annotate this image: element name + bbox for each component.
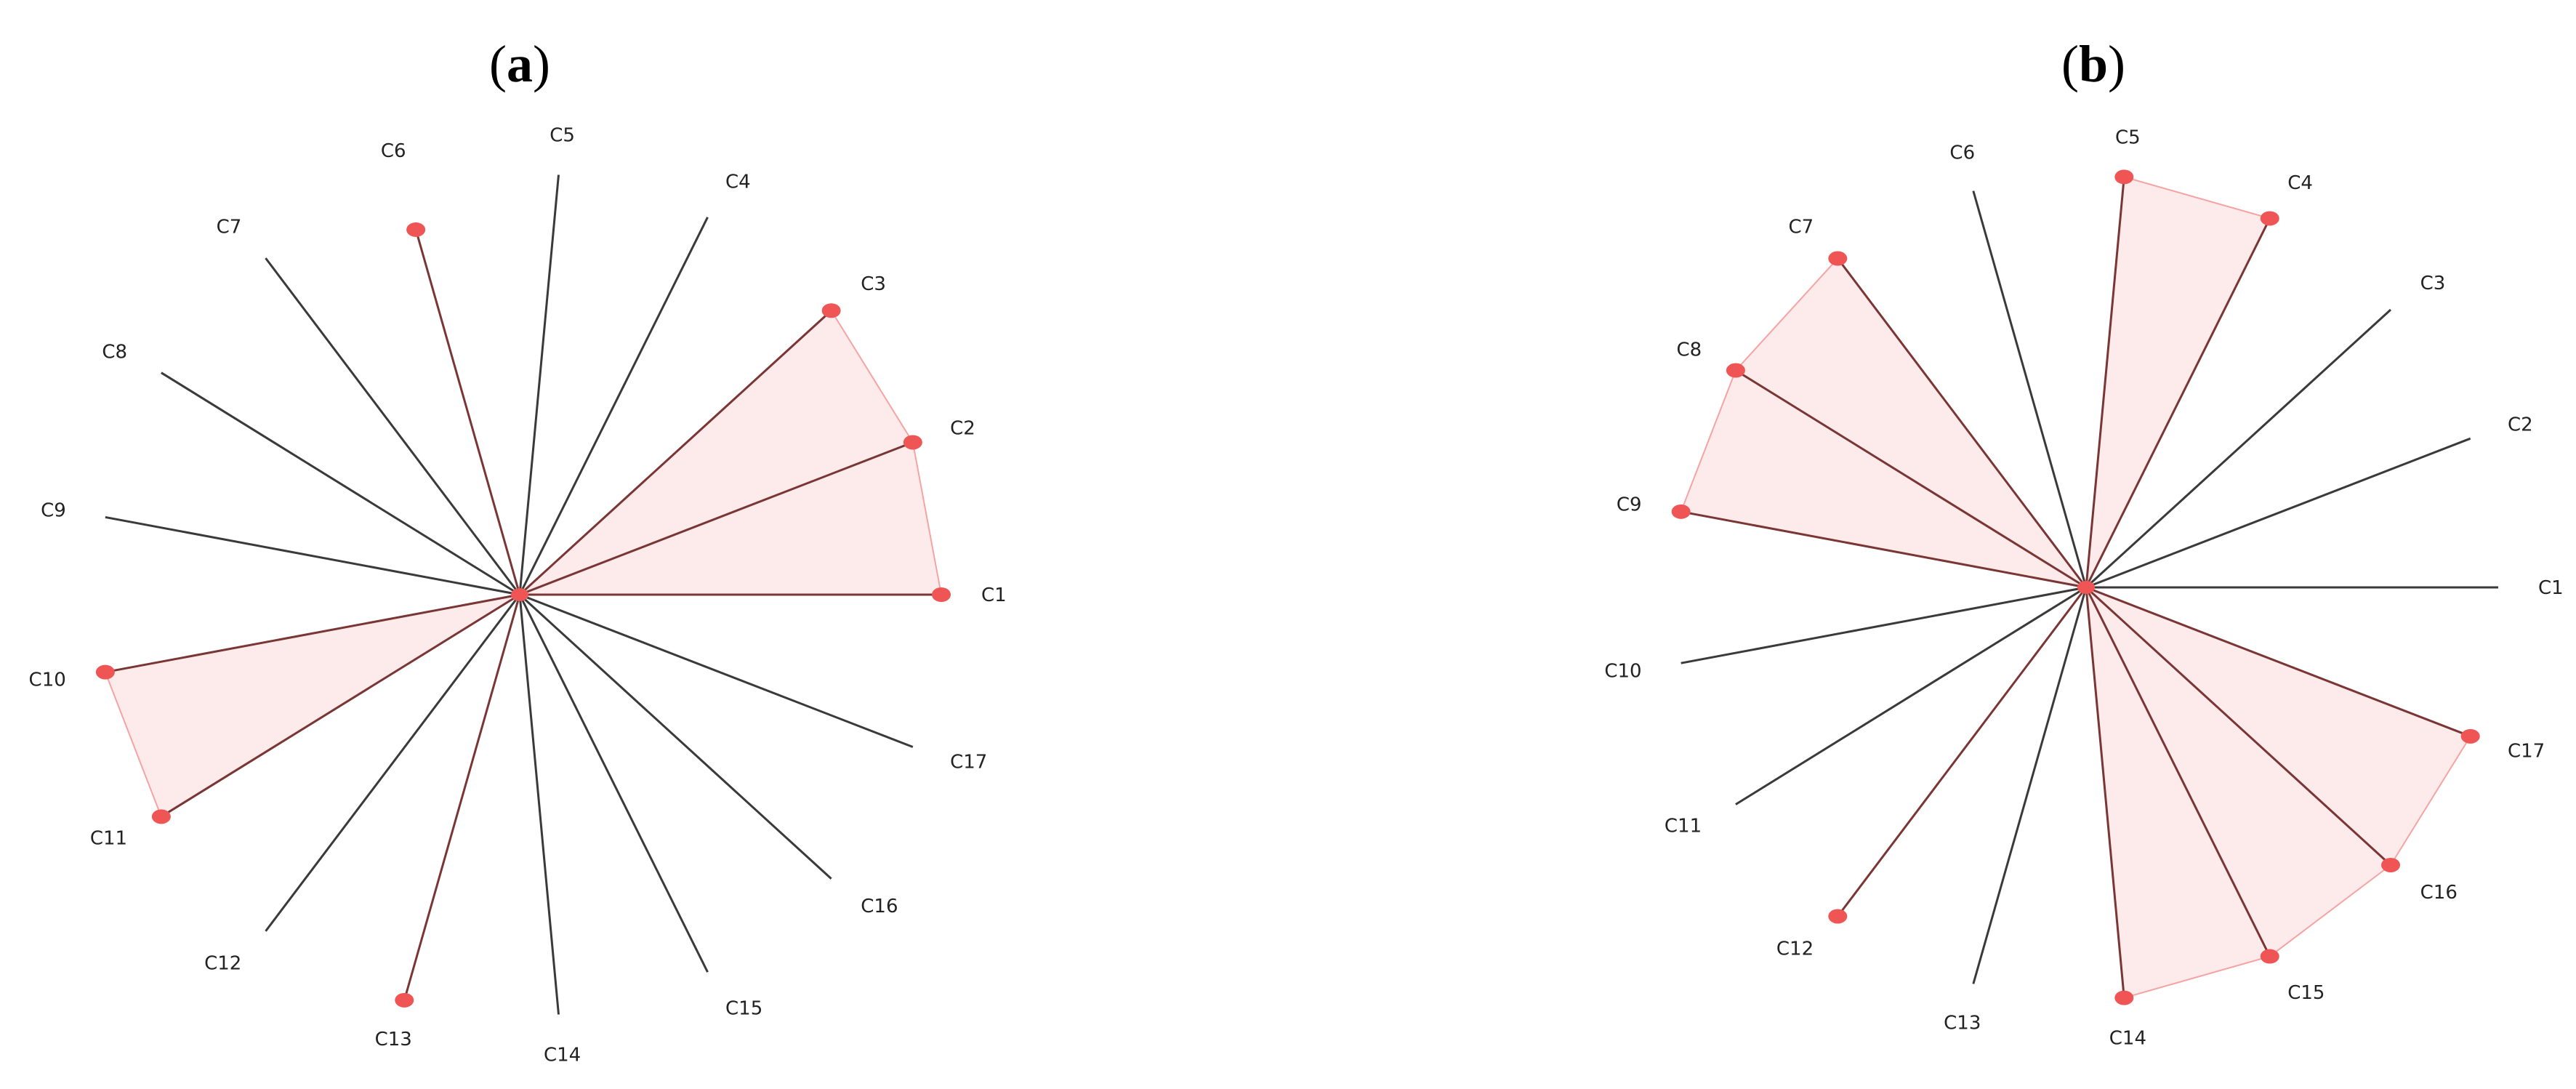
axis-label-C11: C11: [90, 827, 127, 849]
spoke-C5: [518, 174, 560, 595]
data-point-C3: [821, 303, 841, 318]
radar-chart-b: (b) C1 C2 C3 C4 C5 C6 C7 C8 C9 C10 C11 C12 C13 C14 C15 C…: [1604, 35, 2563, 1049]
spoke-C10: [105, 593, 520, 674]
spoke-C15: [518, 594, 709, 973]
center-point: [511, 588, 528, 601]
spoke-C9: [105, 515, 520, 596]
data-point-C14: [2114, 990, 2134, 1005]
axis-label-C13: C13: [375, 1029, 412, 1050]
spoke-C4: [518, 217, 709, 595]
axis-label-C9: C9: [1617, 494, 1642, 516]
data-point-C11: [151, 809, 171, 824]
spoke-C16: [518, 593, 832, 880]
axis-label-C4: C4: [725, 172, 751, 193]
data-point-C1: [932, 587, 951, 602]
data-point-C10: [95, 664, 115, 680]
axis-label-C2: C2: [950, 418, 975, 440]
spoke-C3: [518, 310, 832, 596]
data-point-C17: [2460, 728, 2480, 744]
spoke-C15: [2085, 587, 2271, 957]
axis-label-C9: C9: [41, 499, 66, 521]
data-point-C15: [2260, 949, 2279, 964]
axis-label-C15: C15: [725, 997, 762, 1019]
spoke-C5: [2085, 177, 2125, 588]
axis-label-C17: C17: [2508, 741, 2545, 763]
axis-label-C7: C7: [217, 216, 242, 238]
spoke-C8: [1735, 369, 2087, 589]
axis-label-C12: C12: [204, 953, 241, 975]
axis-label-C3: C3: [861, 273, 886, 295]
spoke-C13: [403, 594, 521, 1001]
data-point-C8: [1726, 363, 1745, 378]
axis-label-C1: C1: [2538, 577, 2564, 599]
data-point-C6: [406, 222, 426, 237]
axis-label-C3: C3: [2420, 273, 2446, 294]
axis-label-C15: C15: [2287, 982, 2325, 1004]
data-point-C13: [395, 992, 414, 1008]
axis-label-C5: C5: [550, 125, 575, 147]
panel-label-b: (b): [2061, 35, 2125, 93]
spoke-C6: [1972, 190, 2088, 588]
spoke-C4: [2085, 217, 2271, 588]
radar-chart-a: (a) C1 C2 C3 C4 C5 C6 C7 C8 C9 C10 C11 C12 C13 C14 C15 C…: [29, 35, 1007, 1066]
data-point-C2: [903, 435, 922, 450]
center-point: [2077, 581, 2095, 594]
spoke-C3: [2085, 308, 2392, 589]
spoke-C11: [1735, 586, 2087, 805]
data-point-C16: [2381, 857, 2401, 872]
spoke-C12: [1837, 587, 2088, 917]
spoke-C16: [2085, 586, 2392, 867]
spoke-C10: [1681, 586, 2087, 664]
spoke-C8: [161, 371, 520, 596]
axis-label-C11: C11: [1665, 815, 1702, 837]
spoke-C12: [265, 594, 521, 932]
data-point-C9: [1671, 504, 1691, 519]
axis-label-C13: C13: [1944, 1012, 1981, 1034]
data-point-C4: [2260, 211, 2279, 226]
spoke-C7: [1837, 257, 2088, 588]
spoke-C9: [1681, 510, 2087, 589]
axis-label-C16: C16: [861, 896, 898, 917]
spoke-C7: [265, 257, 521, 595]
axis-label-C10: C10: [29, 670, 66, 691]
axis-label-C16: C16: [2420, 882, 2458, 904]
filled-region-C10-C11: [104, 594, 520, 818]
spoke-C17: [519, 593, 914, 748]
axis-label-C10: C10: [1604, 660, 1641, 682]
axis-label-C8: C8: [1676, 339, 1702, 361]
spoke-C17: [2085, 586, 2471, 738]
spoke-C2: [519, 441, 914, 596]
spoke-C6: [414, 229, 521, 595]
axis-label-C6: C6: [381, 140, 406, 162]
axis-label-C6: C6: [1949, 142, 1975, 164]
spoke-C2: [2085, 437, 2471, 589]
axis-label-C2: C2: [2508, 414, 2533, 435]
axis-label-C4: C4: [2287, 172, 2313, 194]
spoke-C14: [518, 594, 560, 1015]
axis-label-C14: C14: [544, 1044, 581, 1066]
axis-label-C5: C5: [2115, 127, 2141, 149]
axis-label-C17: C17: [950, 751, 987, 773]
panel-label-a: (a): [489, 35, 550, 93]
axis-label-C14: C14: [2109, 1027, 2146, 1049]
spoke-C13: [1972, 587, 2088, 984]
spoke-C11: [161, 593, 520, 818]
data-point-C7: [1828, 251, 1848, 266]
axis-label-C1: C1: [981, 584, 1007, 606]
data-point-C12: [1828, 909, 1848, 924]
axis-label-C7: C7: [1788, 217, 1814, 238]
axis-label-C12: C12: [1776, 938, 1814, 960]
axis-label-C8: C8: [102, 342, 127, 363]
data-point-C5: [2114, 169, 2134, 185]
spoke-C14: [2085, 587, 2125, 998]
